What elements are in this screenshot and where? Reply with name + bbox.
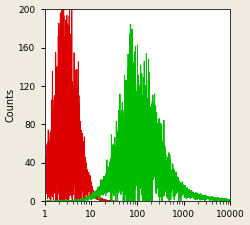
Y-axis label: Counts: Counts (6, 88, 16, 122)
